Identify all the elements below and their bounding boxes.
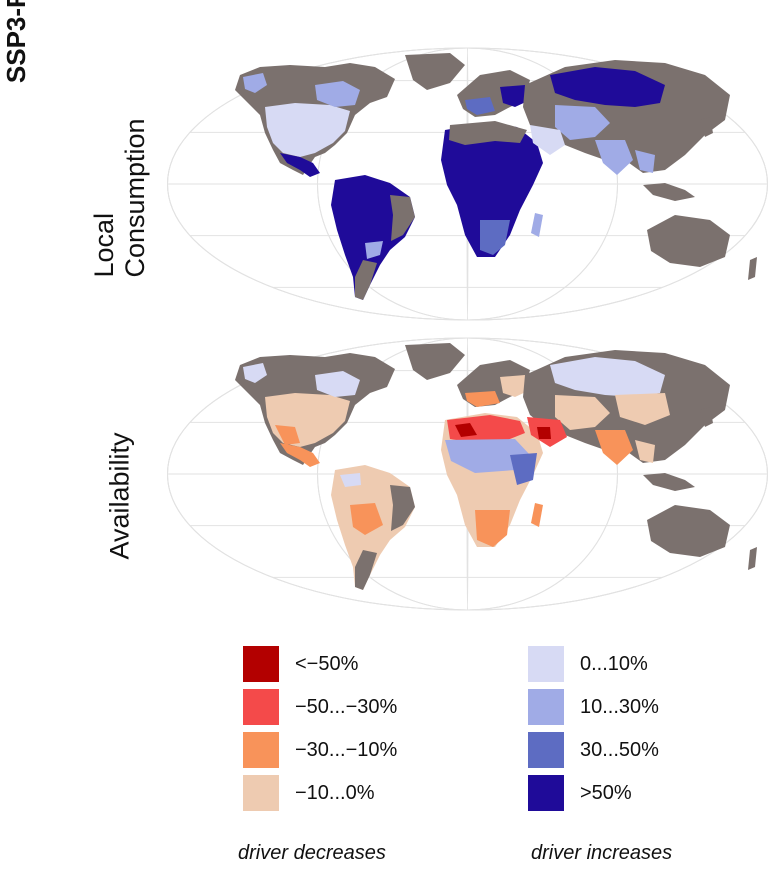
africa-south-region [480, 220, 510, 255]
south-asia-region [595, 140, 633, 175]
southeast-asia-region [635, 150, 655, 173]
australia [647, 215, 730, 267]
legend-label: <−50% [295, 652, 359, 675]
south-america-south [355, 550, 377, 590]
mexico-region [280, 153, 320, 177]
legend-swatch [243, 732, 279, 768]
legend-swatch [528, 732, 564, 768]
maritime-se-asia [643, 183, 695, 201]
africa [441, 123, 543, 257]
usa-region [265, 103, 350, 157]
russia-region [550, 357, 665, 397]
middle-east-region [530, 125, 565, 155]
europe-east-region [500, 375, 530, 397]
japan [700, 117, 713, 137]
europe-west-region [465, 97, 495, 115]
map-local-consumption [167, 47, 768, 321]
legend-caption-increases: driver increases [531, 842, 673, 864]
legend-label: −30...−10% [295, 738, 398, 761]
legend-label: 30...50% [580, 738, 659, 761]
scenario-name: SSP3-RCP6.0 [1, 0, 31, 84]
southeast-asia-region [635, 440, 655, 463]
graticule-meridian [167, 47, 768, 321]
south-america-mid [365, 241, 383, 259]
legend-swatch [243, 775, 279, 811]
legend-swatch [243, 689, 279, 725]
greenland [405, 343, 465, 380]
legend-swatch [528, 775, 564, 811]
canada-east-region [315, 371, 360, 397]
central-asia-region [555, 105, 610, 140]
new-zealand [748, 547, 757, 570]
graticule-meridian [167, 337, 768, 611]
legend-label: 0...10% [580, 652, 648, 675]
alaska-region [243, 363, 267, 383]
australia [647, 505, 730, 557]
south-america [331, 175, 415, 300]
legend-item: >50% [528, 775, 632, 811]
alaska-region [243, 73, 267, 93]
south-america-north-region [340, 473, 361, 487]
africa-south-region [475, 510, 510, 547]
arabia-core-region [537, 427, 551, 439]
south-america-east [390, 485, 415, 531]
south-america-east [390, 195, 415, 241]
madagascar [531, 503, 543, 527]
japan [700, 407, 713, 427]
legend-label: >50% [580, 781, 632, 804]
legend-item: 30...50% [528, 732, 659, 768]
new-zealand [748, 257, 757, 280]
south-america-center-region [350, 503, 383, 535]
map-availability [167, 337, 768, 611]
mexico-region [280, 443, 320, 467]
legend-swatch [528, 689, 564, 725]
china-region [615, 393, 670, 425]
legend-caption-decreases: driver decreases [238, 842, 386, 864]
europe-south-region [465, 391, 500, 407]
legend-item: −10...0% [243, 775, 375, 811]
legend-label: −50...−30% [295, 695, 398, 718]
usa-southwest-region [275, 425, 300, 445]
europe-east-region [500, 85, 530, 107]
legend-label: −10...0% [295, 781, 375, 804]
legend-label: 10...30% [580, 695, 659, 718]
central-asia-region [555, 395, 610, 430]
east-africa-region [510, 453, 537, 485]
russia-region [550, 67, 665, 107]
legend-item: −30...−10% [243, 732, 397, 768]
legend-swatch [528, 646, 564, 682]
south-america-south [355, 260, 377, 300]
sahel-region [445, 439, 530, 473]
legend-item: 0...10% [528, 646, 648, 682]
madagascar [531, 213, 543, 237]
sahara-core-region [455, 423, 477, 437]
legend-item: 10...30% [528, 689, 659, 725]
legend-item: −50...−30% [243, 689, 397, 725]
maritime-se-asia [643, 473, 695, 491]
legend-item: <−50% [243, 646, 358, 682]
canada-east-region [315, 81, 360, 107]
south-asia-region [595, 430, 633, 465]
north-africa [449, 121, 527, 145]
greenland [405, 53, 465, 90]
legend-swatch [243, 646, 279, 682]
